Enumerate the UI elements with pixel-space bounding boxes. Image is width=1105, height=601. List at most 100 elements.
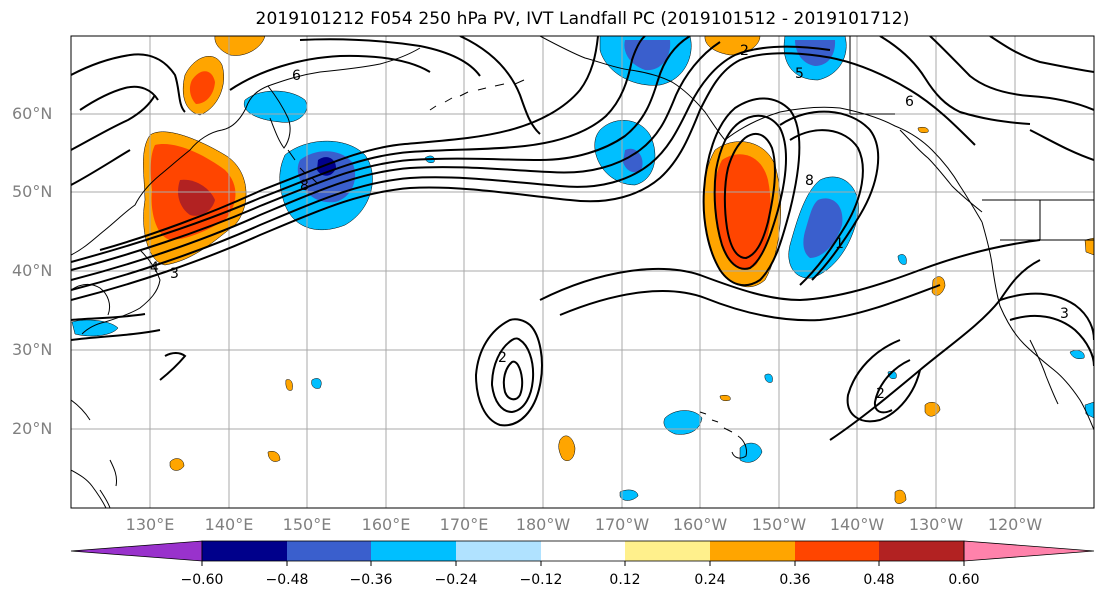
positive-anomaly-sw-us [1084, 237, 1094, 256]
contour-jet-5 [71, 36, 646, 263]
borders-us-canada [849, 36, 1094, 241]
colorbar-tick-4: −0.24 [434, 572, 478, 588]
contour-loop-1 [474, 318, 543, 427]
contour-west-1 [71, 313, 146, 321]
contour-subtrop-1 [539, 239, 1041, 302]
negative-anomaly-coast [897, 254, 907, 265]
lon-label-160e: 160°E [361, 515, 411, 534]
positive-anomaly-subtropics-2 [169, 458, 185, 471]
contour-n-3 [459, 36, 541, 135]
lon-label-180w: 180°W [515, 515, 571, 534]
negative-anomaly-175w-core [623, 148, 643, 173]
contour-lines [71, 36, 1094, 441]
contour-loop-3 [502, 360, 524, 401]
contour-ridge-2 [789, 129, 864, 286]
contour-ne-1 [879, 36, 1031, 125]
lon-label-140e: 140°E [204, 515, 254, 534]
coastline-korea [71, 283, 111, 316]
lon-label-170w: 170°W [594, 515, 650, 534]
contour-label-3: 3 [170, 266, 179, 282]
contour-label-7: 8 [300, 178, 309, 194]
contour-labels: 1 2 3 4 5 6 8 2 2 3 8 6 [150, 43, 1069, 402]
colorbar-tick-7: 0.24 [694, 572, 726, 588]
contour-ridge-1 [779, 110, 880, 281]
positive-anomaly-gulf-top [704, 36, 761, 56]
negative-anomaly-kamchatka [243, 90, 307, 123]
contour-trough-2 [713, 114, 787, 270]
contour-subtrop-2 [559, 284, 941, 322]
contour-ne-3 [989, 36, 1094, 73]
contour-ne-2 [929, 36, 1094, 111]
colorbar-segment-3 [371, 541, 456, 561]
contour-nw-1 [71, 53, 186, 113]
coastline-alaska [539, 36, 726, 141]
contour-n-2 [299, 38, 481, 77]
contour-ne-4 [1029, 129, 1094, 161]
negative-anomaly-small-1 [311, 378, 322, 389]
positive-anomaly-subtropics-1 [558, 435, 576, 461]
colorbar-segment-2 [287, 541, 371, 561]
contour-label-4: 4 [150, 260, 159, 276]
colorbar-segment-9 [879, 541, 964, 561]
map-title: 2019101212 F054 250 hPa PV, IVT Landfall… [255, 9, 910, 29]
lat-label-50n: 50°N [12, 182, 53, 201]
colorbar-tick-5: −0.12 [519, 572, 563, 588]
colorbar [70, 540, 1095, 566]
positive-anomaly-small-4 [267, 451, 281, 462]
coastline-baja [1029, 339, 1059, 405]
contour-east-1 [999, 292, 1094, 341]
negative-anomaly-small-2 [764, 373, 773, 383]
colorbar-segment-6 [625, 541, 710, 561]
positive-anomaly-small-3 [719, 394, 731, 402]
contour-label-11: 8 [805, 173, 814, 189]
contour-trough-3 [723, 132, 776, 260]
lon-label-150w: 150°W [751, 515, 807, 534]
coastline-china-south [71, 399, 107, 508]
contour-jet-1 [71, 52, 976, 301]
negative-anomaly-hawaii-2 [739, 442, 763, 463]
colorbar-tick-10: 0.60 [948, 572, 980, 588]
colorbar-tick-1: −0.60 [180, 572, 224, 588]
lat-label-30n: 30°N [12, 340, 53, 359]
lon-label-130w: 130°W [908, 515, 964, 534]
positive-anomaly-small-1 [285, 379, 293, 391]
colorbar-segment-4 [456, 541, 541, 561]
negative-anomaly-140w-core [803, 198, 843, 258]
contour-label-9: 2 [876, 386, 885, 402]
lon-label-170e: 170°E [439, 515, 489, 534]
colorbar-tick-6: 0.12 [609, 572, 641, 588]
colorbar-tick-2: −0.48 [265, 572, 309, 588]
colorbar-extend-high [963, 540, 1095, 562]
coastline-hawaii [699, 411, 747, 459]
contour-nw-4 [71, 149, 131, 186]
positive-anomaly-small-2 [917, 126, 929, 134]
coastline-asia [71, 47, 421, 256]
lon-label-150e: 150°E [282, 515, 332, 534]
positive-anomaly-north-core [189, 71, 215, 104]
contour-loop-5 [873, 359, 911, 414]
coastline-bc [899, 129, 983, 213]
contour-jet-2 [71, 45, 831, 291]
positive-anomaly-150w-core [714, 154, 771, 269]
positive-anomaly-asia-max [178, 179, 215, 216]
lat-label-60n: 60°N [12, 104, 53, 123]
contour-jet-4 [71, 36, 691, 271]
contour-label-12: 6 [292, 68, 301, 84]
contour-nw-2 [79, 85, 159, 111]
coastline-alaska-south [724, 106, 983, 223]
lat-label-40n: 40°N [12, 261, 53, 280]
contour-jet-6 [99, 36, 599, 251]
contour-label-10: 3 [1060, 306, 1069, 322]
map-frame [70, 35, 1095, 509]
contour-nw-3 [71, 94, 156, 151]
shading-layer [71, 36, 1094, 504]
lon-label-120w: 120°W [987, 515, 1043, 534]
coastline-us-west [981, 221, 1094, 431]
contour-west-2 [71, 329, 161, 341]
coastline-philippines [99, 459, 117, 508]
lon-label-140w: 140°W [829, 515, 885, 534]
negative-anomaly-hawaii-1 [663, 410, 703, 435]
gridlines [71, 36, 1094, 508]
coastlines [71, 36, 1094, 508]
